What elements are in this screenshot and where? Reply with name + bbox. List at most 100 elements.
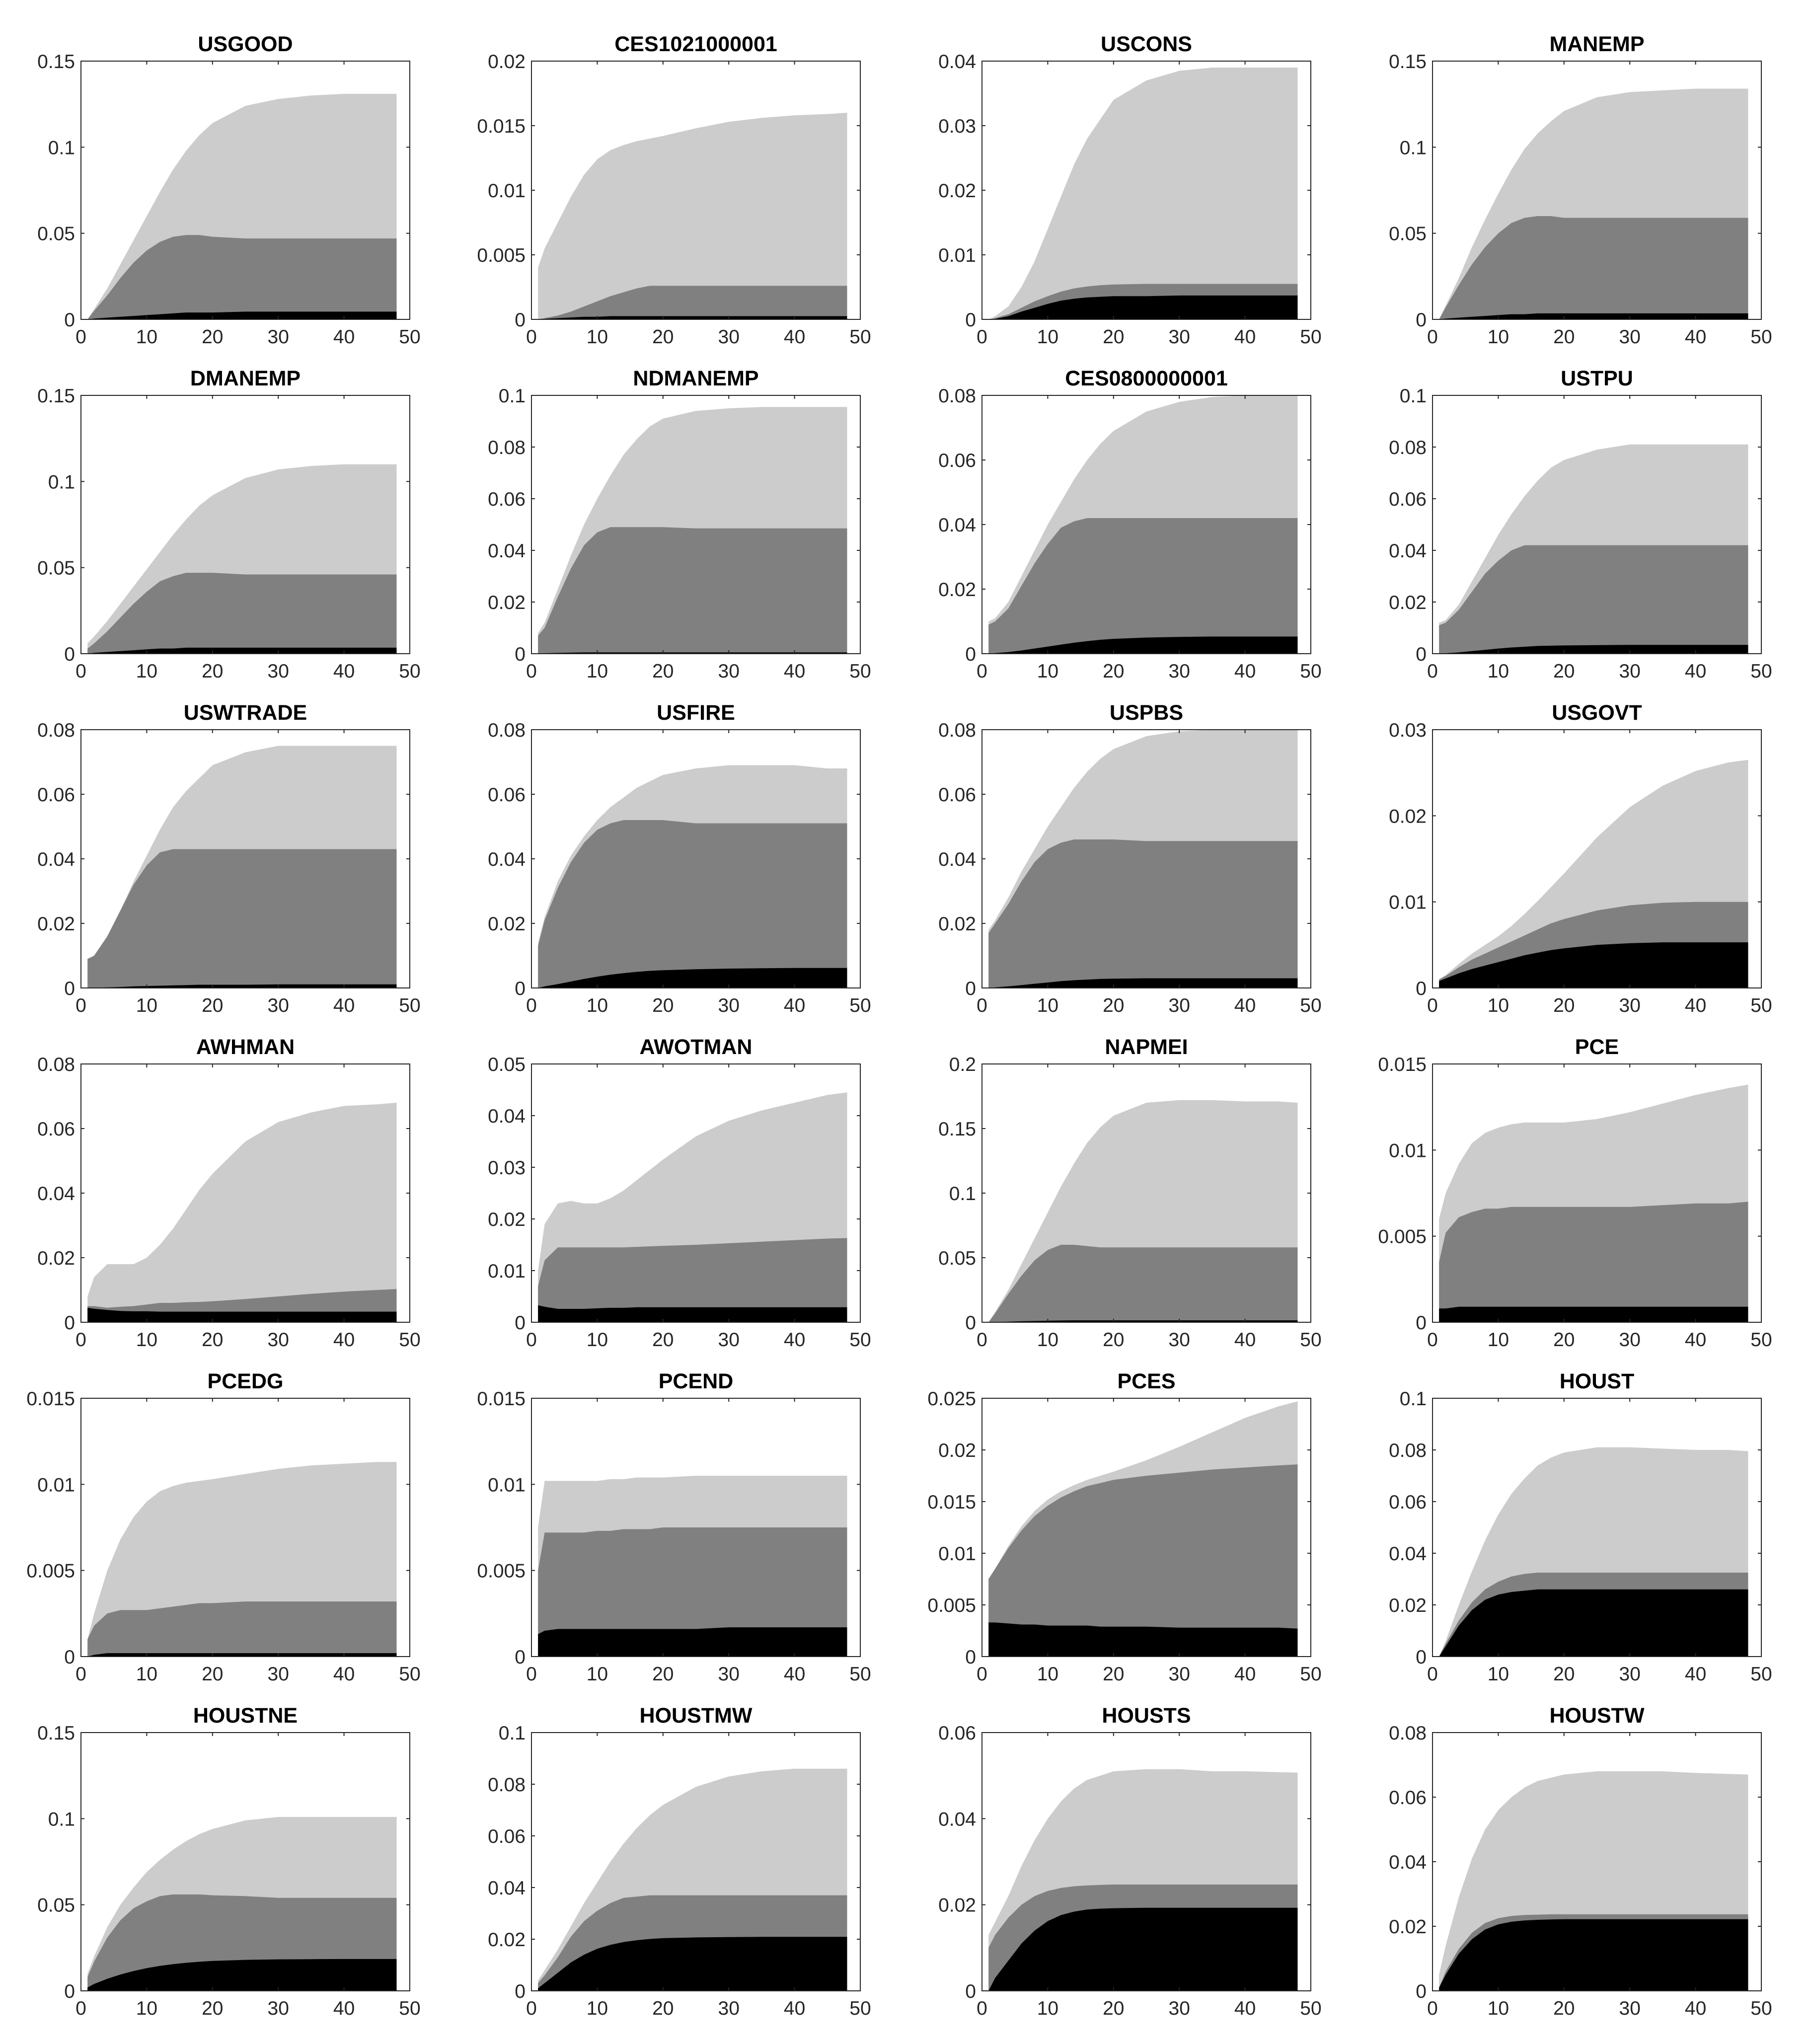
area-middle-napmei — [988, 1245, 1298, 1322]
y-tick-label: 0.08 — [488, 437, 526, 458]
y-tick-label: 0.02 — [488, 51, 526, 73]
x-tick-label: 0 — [977, 1329, 987, 1351]
y-tick-label: 0.005 — [26, 1561, 75, 1582]
panel-title: USGOVT — [1552, 701, 1642, 725]
x-tick-label: 50 — [1750, 326, 1772, 348]
y-tick-label: 0 — [64, 309, 75, 331]
area-inner-usfire — [538, 968, 847, 988]
x-tick-label: 0 — [977, 661, 987, 682]
x-tick-label: 40 — [333, 995, 355, 1016]
y-tick-label: 0.08 — [1389, 437, 1427, 458]
x-tick-label: 30 — [1619, 1998, 1641, 2019]
y-tick-label: 0 — [515, 1312, 526, 1334]
x-tick-label: 0 — [75, 1664, 86, 1685]
x-tick-label: 50 — [1300, 1329, 1321, 1351]
area-inner-pcend — [538, 1627, 847, 1657]
panel-title: HOUSTNE — [193, 1704, 298, 1728]
x-tick-label: 20 — [1103, 1664, 1124, 1685]
panel-pcedg: 0 10 20 30 40 50 0 0.005 0.01 0.015 PCEDG — [26, 1369, 420, 1685]
y-tick-label: 0 — [1416, 1981, 1427, 2002]
panel-dmanemp: 0 10 20 30 40 50 0 0.05 0.1 0.15 DMANEMP — [37, 367, 421, 682]
x-tick-label: 10 — [136, 1998, 157, 2019]
x-tick-label: 50 — [849, 1998, 871, 2019]
panel-houstw: 0 10 20 30 40 50 0 0.02 0.04 0.06 0.08 HOUSTW — [1389, 1704, 1772, 2019]
x-tick-label: 10 — [1488, 1664, 1509, 1685]
area-middle-uspbs — [988, 839, 1298, 988]
panel-title: USCONS — [1101, 32, 1192, 56]
x-tick-label: 40 — [784, 661, 805, 682]
area-outer-uscons — [988, 68, 1298, 319]
x-tick-label: 50 — [1300, 1998, 1321, 2019]
y-tick-label: 0.06 — [1389, 1787, 1427, 1809]
axes-box — [1432, 1063, 1762, 1323]
y-tick-label: 0.04 — [1389, 540, 1427, 562]
x-tick-label: 50 — [399, 661, 420, 682]
x-tick-label: 30 — [268, 1329, 289, 1351]
panel-title: CES1021000001 — [614, 32, 777, 56]
y-tick-label: 0.04 — [938, 515, 976, 536]
y-tick-label: 0 — [515, 644, 526, 665]
axes-box — [531, 1398, 861, 1657]
x-tick-label: 0 — [977, 326, 987, 348]
y-tick-label: 0.06 — [1389, 489, 1427, 510]
y-tick-label: 0.08 — [488, 1774, 526, 1796]
y-tick-label: 0.005 — [927, 1595, 976, 1616]
x-tick-label: 20 — [202, 326, 223, 348]
y-tick-label: 0 — [965, 1647, 976, 1668]
y-tick-label: 0 — [965, 1981, 976, 2002]
y-tick-label: 0 — [515, 309, 526, 331]
area-inner-housts — [988, 1907, 1298, 1991]
axes-box — [1432, 729, 1762, 988]
y-tick-label: 0.04 — [488, 849, 526, 870]
y-tick-label: 0 — [965, 644, 976, 665]
y-tick-label: 0.025 — [927, 1388, 976, 1410]
y-tick-label: 0.06 — [488, 489, 526, 510]
x-tick-label: 30 — [268, 661, 289, 682]
x-tick-label: 10 — [587, 661, 608, 682]
panel-title: AWOTMAN — [640, 1035, 753, 1059]
y-tick-label: 0.04 — [938, 849, 976, 870]
y-tick-label: 0.04 — [488, 540, 526, 562]
y-tick-label: 0.06 — [1389, 1492, 1427, 1513]
y-tick-label: 0.04 — [1389, 1852, 1427, 1873]
panel-title: USFIRE — [657, 701, 735, 725]
y-tick-label: 0.02 — [938, 1440, 976, 1461]
panel-title: AWHMAN — [196, 1035, 295, 1059]
x-tick-label: 30 — [268, 1664, 289, 1685]
x-tick-label: 20 — [1553, 1664, 1575, 1685]
panel-title: HOUST — [1560, 1369, 1635, 1393]
panel-title: USWTRADE — [184, 701, 307, 725]
y-tick-label: 0.05 — [938, 1248, 976, 1269]
area-inner-uspbs — [988, 978, 1298, 988]
y-tick-label: 0.05 — [37, 1895, 75, 1916]
x-tick-label: 40 — [1685, 995, 1706, 1016]
x-tick-label: 0 — [526, 661, 537, 682]
y-tick-label: 0.15 — [37, 51, 75, 73]
y-tick-label: 0.04 — [938, 51, 976, 73]
x-tick-label: 20 — [1553, 995, 1575, 1016]
panel-title: HOUSTW — [1549, 1704, 1645, 1728]
panel-houst: 0 10 20 30 40 50 0 0.02 0.04 0.06 0.08 0.1 HOUST — [1389, 1369, 1772, 1685]
panel-title: USTPU — [1561, 367, 1633, 390]
y-tick-label: 0.005 — [477, 245, 526, 266]
x-tick-label: 40 — [1685, 1329, 1706, 1351]
x-tick-label: 50 — [399, 1998, 420, 2019]
x-tick-label: 30 — [1619, 1329, 1641, 1351]
panel-title: USPBS — [1110, 701, 1183, 725]
y-tick-label: 0.05 — [37, 224, 75, 245]
x-tick-label: 20 — [1553, 1998, 1575, 2019]
panel-title: NAPMEI — [1105, 1035, 1188, 1059]
y-tick-label: 0.01 — [1389, 1140, 1427, 1161]
x-tick-label: 10 — [1037, 1998, 1058, 2019]
y-tick-label: 0.15 — [37, 1723, 75, 1744]
x-tick-label: 40 — [333, 661, 355, 682]
y-tick-label: 0.02 — [1389, 806, 1427, 827]
y-tick-label: 0 — [515, 1981, 526, 2002]
area-inner-houstw — [1439, 1919, 1748, 1991]
x-tick-label: 40 — [784, 1664, 805, 1685]
area-outer-ces1021000001 — [538, 113, 847, 319]
y-tick-label: 0.015 — [927, 1492, 976, 1513]
y-tick-label: 0.04 — [37, 849, 75, 870]
y-tick-label: 0.01 — [488, 180, 526, 202]
x-tick-label: 40 — [333, 1998, 355, 2019]
